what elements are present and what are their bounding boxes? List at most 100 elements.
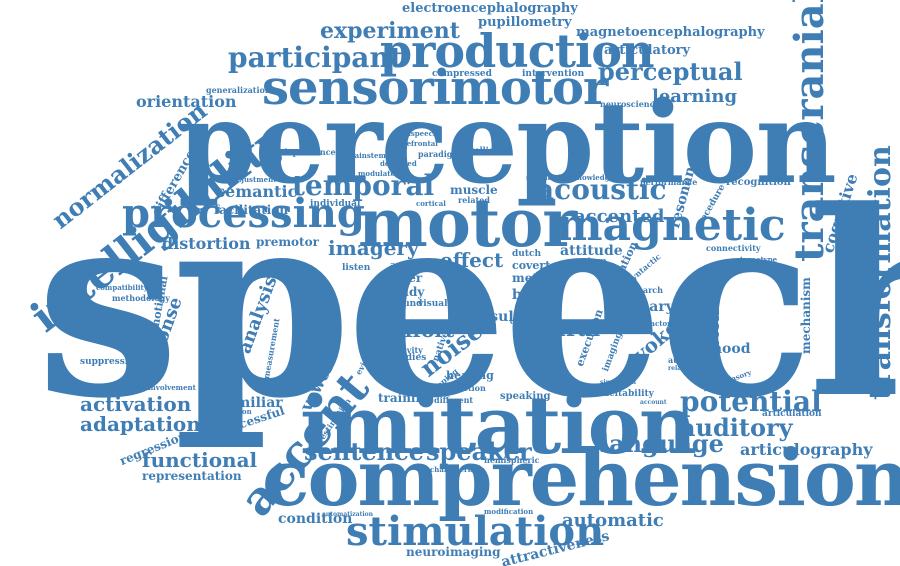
- word-language: language: [600, 429, 724, 458]
- word-mechanism: mechanism: [799, 277, 813, 354]
- word-involvement: involvement: [148, 383, 196, 392]
- word-brainstem: brainstem: [346, 151, 386, 160]
- word-hemispheric: hemispheric: [484, 455, 540, 465]
- word-accented: accented: [574, 206, 665, 227]
- word-brain: brain: [512, 287, 554, 303]
- word-cortical: cortical: [416, 199, 446, 208]
- word-condition: condition: [278, 511, 353, 527]
- word-meta: meta: [512, 271, 546, 285]
- word-intervention: intervention: [522, 69, 585, 79]
- word-automatization: automatization: [322, 511, 374, 518]
- word-unfamiliar: unfamiliar: [200, 395, 283, 411]
- word-individual: individual: [310, 199, 361, 209]
- word-musicianship: musicianship: [849, 209, 858, 262]
- word-activation: activation: [80, 392, 192, 416]
- word-characteristic: characteristic: [430, 465, 485, 474]
- word-research: research: [624, 285, 663, 295]
- word-current: current: [530, 359, 556, 366]
- word-likelihood: likelihood: [672, 341, 751, 357]
- word-transcranial: transcranial: [786, 0, 833, 262]
- word-listening: listening: [704, 280, 723, 360]
- word-automatic: automatic: [562, 510, 664, 531]
- word-recognition: recognition: [726, 177, 791, 188]
- word-imagery: imagery: [328, 236, 419, 260]
- word-activity: activity: [390, 345, 423, 355]
- word-perception: perception: [178, 78, 837, 209]
- word-comprehension: comprehension: [262, 433, 900, 524]
- word-sound: sound: [392, 299, 423, 309]
- word-distortion: distortion: [162, 234, 251, 253]
- word-speaker: speaker: [426, 437, 532, 466]
- word-performance: performance: [640, 177, 698, 187]
- word-speech: speech: [36, 156, 900, 455]
- word-stereotype: stereotype: [736, 255, 778, 264]
- word-premotor: premotor: [256, 235, 319, 249]
- word-facilitation: facilitation: [214, 203, 289, 217]
- word-effect: effect: [440, 248, 504, 272]
- word-magnetic: magnetic: [556, 200, 786, 251]
- word-effort: effort: [392, 318, 455, 342]
- word-degraded: degraded: [380, 159, 417, 168]
- word-distractor: distractor: [632, 319, 671, 328]
- word-magnetoencephalography: magnetoencephalography: [576, 25, 765, 40]
- word-system: system: [572, 257, 607, 267]
- word-talker: talker: [382, 271, 423, 285]
- word-neural: neural: [520, 316, 601, 342]
- word-function: function: [448, 383, 486, 393]
- word-electroencephalography: electroencephalography: [402, 1, 578, 16]
- word-suppression: suppression: [80, 357, 141, 367]
- word-modulate: modulate: [358, 169, 395, 178]
- word-neuroimaging: neuroimaging: [406, 545, 501, 559]
- word-different: different: [434, 395, 474, 405]
- word-imitation: imitation: [300, 378, 697, 472]
- word-semantic: semantic: [216, 182, 298, 201]
- word-pupillometry: pupillometry: [478, 15, 572, 30]
- word-hearing: hearing: [446, 369, 494, 382]
- word-articulation: articulation: [762, 409, 822, 419]
- word-speaking: speaking: [500, 391, 551, 402]
- word-modification: modification: [484, 507, 534, 516]
- word-training: training: [378, 391, 433, 405]
- word-compressed: compressed: [432, 69, 492, 79]
- word-connectivity: connectivity: [706, 243, 761, 253]
- word-sensorimotor: sensorimotor: [262, 60, 608, 116]
- word-nonspeech: nonspeech: [396, 129, 438, 138]
- word-dutch: dutch: [512, 249, 542, 259]
- word-potential: potential: [680, 385, 822, 418]
- word-stimulation: stimulation: [346, 508, 605, 555]
- word-acquisition: acquisition: [208, 407, 252, 416]
- word-representation: representation: [142, 469, 242, 483]
- word-challenging: challenging: [229, 271, 238, 318]
- word-role: role: [448, 285, 471, 296]
- word-processing: processing: [122, 190, 365, 237]
- word-audiovisual: audiovisual: [668, 355, 720, 365]
- word-adaptation: adaptation: [80, 412, 201, 436]
- word-articulography: articulography: [740, 440, 873, 459]
- word-related: related: [458, 195, 490, 205]
- word-studies: studies: [390, 353, 427, 363]
- word-auditory: auditory: [680, 413, 793, 442]
- word-listen: listen: [342, 263, 371, 273]
- word-compatibility: compatibility: [96, 283, 148, 292]
- word-result: result: [474, 309, 521, 325]
- word-knowledge: knowledge: [572, 173, 614, 182]
- word-learning: learning: [652, 86, 738, 107]
- word-orientation: orientation: [136, 92, 237, 111]
- word-simulation: simulation: [600, 379, 636, 386]
- word-generalization: generalization: [206, 85, 271, 95]
- word-muscle: muscle: [450, 183, 498, 197]
- word-transformation: transformation: [863, 145, 898, 400]
- word-attitude: attitude: [560, 243, 623, 259]
- word-control: control: [510, 317, 539, 326]
- word-adjustment: adjustment: [232, 175, 277, 184]
- word-articulatory: articulatory: [604, 43, 691, 58]
- word-excitability: excitability: [598, 389, 654, 399]
- word-temporal: temporal: [292, 169, 435, 202]
- word-paradigm: paradigm: [418, 149, 461, 159]
- word-acoustic: acoustic: [536, 173, 667, 206]
- word-motor: motor: [358, 184, 577, 262]
- word-dependence: dependence: [282, 147, 336, 157]
- word-account: account: [640, 399, 667, 406]
- word-methodology: methodology: [112, 293, 170, 303]
